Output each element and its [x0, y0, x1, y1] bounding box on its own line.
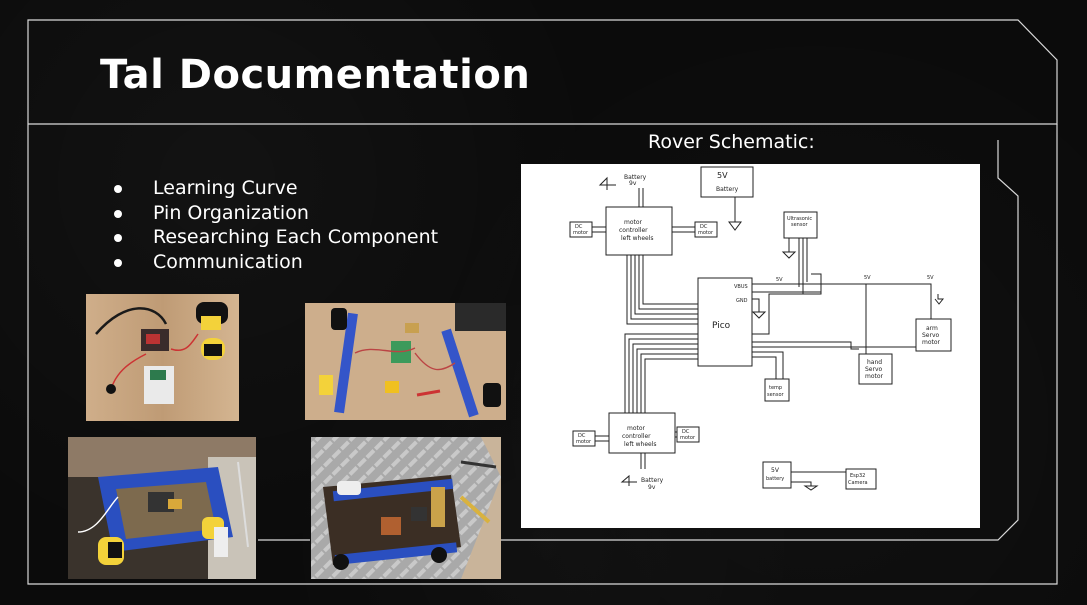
sch-arm-2: Servo: [922, 332, 940, 339]
bullet-text: Pin Organization: [153, 201, 309, 224]
bullet-dot-icon: [114, 234, 122, 242]
sch-5v: 5V: [717, 171, 728, 180]
photo-diamond-plate-rover: [311, 437, 501, 579]
sch-ultrasonic: Ultrasonic: [787, 216, 812, 222]
bullet-text: Researching Each Component: [153, 226, 439, 248]
bullet-list: Learning Curve Pin Organization Research…: [112, 176, 438, 274]
sch-mc-bot-3: left wheels: [624, 441, 657, 448]
sch-small-5v-2: battery: [766, 476, 784, 482]
sch-dc-1-sub: motor: [573, 230, 589, 236]
rover-schematic: Battery 9v 5V Battery motor controller l…: [521, 164, 980, 528]
sch-5v-b: 5V: [864, 275, 871, 281]
sch-battery-bot-v: 9v: [648, 484, 656, 491]
sch-dc-1: DC: [575, 224, 583, 230]
sch-vbus: VBUS: [734, 284, 748, 290]
bullet-item: Pin Organization: [112, 201, 438, 226]
sch-gnd: GND: [736, 298, 748, 304]
sch-5v-a: 5V: [776, 277, 783, 283]
sch-dc-4: DC: [682, 429, 690, 435]
sch-dc-4-sub: motor: [680, 435, 696, 441]
bullet-item: Researching Each Component: [112, 225, 438, 250]
sch-esp32-2: Camera: [848, 480, 868, 486]
bullet-dot-icon: [114, 258, 122, 267]
sch-arm-1: arm: [926, 325, 938, 332]
sch-ultrasonic-sub: sensor: [791, 222, 809, 228]
sch-hand-2: Servo: [865, 366, 883, 373]
sch-5v-c: 5V: [927, 275, 934, 281]
sch-dc-2: DC: [700, 224, 708, 230]
sch-arm-3: motor: [922, 339, 941, 346]
sch-battery-top-v: 9v: [629, 180, 637, 187]
bullet-item: Learning Curve: [112, 176, 438, 201]
slide-title: Tal Documentation: [100, 52, 531, 98]
sch-dc-2-sub: motor: [698, 230, 714, 236]
sch-temp-2: sensor: [767, 392, 785, 398]
bullet-text: Communication: [153, 250, 303, 273]
sch-mc-top-1: motor: [624, 219, 643, 226]
sch-battery-top: Battery: [624, 174, 647, 181]
photo-blue-chassis: [68, 437, 256, 579]
sch-mc-top-2: controller: [619, 227, 648, 234]
sch-hand-1: hand: [867, 359, 882, 366]
sch-temp-1: temp: [769, 385, 782, 391]
sch-5v-sub: Battery: [716, 186, 739, 193]
sch-small-5v: 5V: [771, 467, 780, 474]
bullet-dot-icon: [114, 185, 122, 193]
sch-esp32: Esp32: [850, 473, 865, 479]
sch-mc-top-3: left wheels: [621, 235, 654, 242]
bullet-text: Learning Curve: [153, 177, 298, 199]
sch-mc-bot-1: motor: [627, 425, 646, 432]
photo-wheel-assembly: [305, 303, 506, 420]
sch-pico: Pico: [712, 321, 731, 331]
sch-battery-bot: Battery: [641, 477, 664, 484]
sch-dc-3-sub: motor: [576, 439, 592, 445]
schematic-label: Rover Schematic:: [648, 131, 815, 153]
sch-mc-bot-2: controller: [622, 433, 651, 440]
bullet-item: Communication: [112, 250, 438, 275]
sch-dc-3: DC: [578, 433, 586, 439]
photo-breadboard-setup: [86, 294, 239, 421]
sch-hand-3: motor: [865, 373, 884, 380]
bullet-dot-icon: [114, 209, 122, 218]
